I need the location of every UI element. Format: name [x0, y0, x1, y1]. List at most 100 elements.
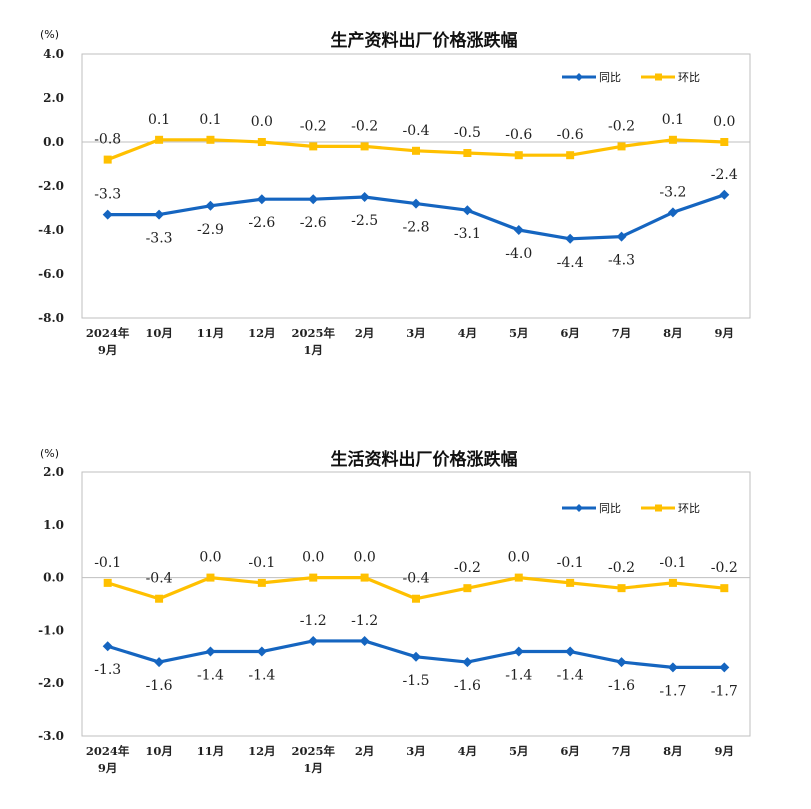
data-point-yoy	[667, 662, 678, 673]
legend-marker-mom	[655, 504, 662, 512]
data-label-yoy: -3.2	[659, 184, 686, 200]
data-label-yoy: -2.6	[300, 215, 327, 231]
data-label-yoy: -4.4	[557, 255, 584, 271]
data-point-mom	[360, 573, 369, 582]
x-tick-label: 6月	[560, 744, 580, 758]
data-label-yoy: -1.4	[505, 668, 532, 684]
chart-title: 生活资料出厂价格涨跌幅	[331, 449, 518, 470]
data-label-mom: -0.1	[659, 555, 686, 571]
data-label-yoy: -2.4	[711, 167, 738, 183]
data-point-mom	[309, 573, 318, 582]
data-point-yoy	[667, 207, 678, 218]
x-tick-label: 2025年	[291, 744, 335, 758]
data-point-yoy	[719, 662, 730, 673]
data-point-yoy	[256, 194, 267, 205]
x-tick-label: 9月	[98, 343, 118, 357]
data-label-yoy: -1.7	[659, 683, 686, 699]
data-label-mom: -0.8	[94, 132, 121, 148]
data-point-mom	[155, 135, 164, 144]
data-point-yoy	[102, 641, 113, 652]
data-point-mom	[155, 594, 164, 603]
data-point-yoy	[565, 233, 576, 244]
data-label-mom: -0.2	[608, 118, 635, 134]
data-point-mom	[566, 578, 575, 587]
x-tick-label: 5月	[509, 744, 529, 758]
data-label-yoy: -1.4	[557, 668, 584, 684]
x-tick-label: 2024年	[86, 744, 130, 758]
data-point-mom	[412, 146, 420, 155]
data-point-mom	[720, 138, 729, 146]
y-tick-label: -3.0	[38, 729, 64, 743]
x-tick-label: 7月	[612, 326, 632, 340]
x-tick-label: 7月	[612, 744, 632, 758]
x-tick-label: 9月	[715, 744, 735, 758]
data-label-mom: 0.1	[199, 112, 221, 128]
x-tick-label: 8月	[663, 744, 683, 758]
data-label-mom: 0.0	[302, 550, 324, 566]
data-label-mom: -0.2	[711, 560, 738, 576]
x-tick-label: 1月	[303, 343, 323, 357]
x-tick-label: 8月	[663, 326, 683, 340]
y-tick-label: -2.0	[38, 676, 64, 690]
data-point-yoy	[513, 646, 524, 657]
data-label-yoy: -3.3	[146, 231, 173, 247]
data-label-mom: -0.2	[351, 118, 378, 134]
data-point-yoy	[616, 657, 627, 668]
data-label-yoy: -2.8	[403, 220, 430, 236]
x-tick-label: 2月	[355, 744, 375, 758]
data-label-mom: -0.4	[146, 571, 173, 587]
data-point-yoy	[462, 657, 473, 668]
data-label-yoy: -1.2	[300, 613, 327, 629]
y-tick-label: -4.0	[38, 223, 64, 237]
data-label-yoy: -3.3	[94, 187, 121, 203]
data-point-yoy	[256, 646, 267, 657]
data-label-yoy: -4.0	[505, 246, 532, 262]
data-point-yoy	[411, 198, 421, 209]
data-point-mom	[668, 135, 677, 144]
data-point-mom	[720, 584, 729, 593]
data-point-yoy	[359, 635, 370, 646]
data-point-mom	[463, 149, 472, 157]
y-tick-label: 0.0	[43, 135, 64, 149]
data-point-yoy	[205, 200, 216, 211]
data-label-mom: -0.2	[300, 118, 327, 134]
y-axis-unit: (%)	[40, 447, 59, 460]
data-point-yoy	[308, 194, 319, 205]
data-label-yoy: -2.6	[248, 215, 275, 231]
data-point-mom	[566, 151, 575, 160]
y-tick-label: -6.0	[38, 267, 64, 281]
y-tick-label: 2.0	[43, 91, 64, 105]
data-point-mom	[206, 135, 215, 144]
legend-label-yoy: 同比	[599, 502, 621, 515]
data-label-mom: 0.0	[199, 550, 221, 566]
legend-marker-yoy	[575, 504, 583, 512]
data-label-yoy: -1.2	[351, 613, 378, 629]
legend-label-mom: 环比	[678, 502, 700, 515]
x-tick-label: 4月	[458, 744, 478, 758]
data-label-mom: 0.0	[508, 550, 530, 566]
data-label-yoy: -2.5	[351, 213, 378, 229]
plot-frame	[81, 471, 751, 737]
x-tick-label: 9月	[715, 326, 735, 340]
consumer-goods-chart: 生活资料出厂价格涨跌幅 (%) 2.0 1.0 0.0 -1.0 -2.0 -3.0 2024年…	[38, 447, 751, 775]
data-point-mom	[257, 138, 266, 146]
legend-label-yoy: 同比	[599, 71, 621, 84]
chart-title: 生产资料出厂价格涨跌幅	[331, 30, 518, 51]
y-tick-label: -2.0	[38, 179, 64, 193]
data-label-yoy: -1.6	[454, 678, 481, 694]
x-tick-label: 4月	[458, 326, 478, 340]
y-tick-label: 4.0	[43, 47, 64, 61]
data-point-mom	[257, 578, 266, 587]
data-point-mom	[463, 584, 472, 593]
data-point-yoy	[205, 646, 216, 657]
data-point-yoy	[154, 657, 165, 668]
y-tick-label: -1.0	[38, 623, 64, 637]
data-point-yoy	[102, 209, 113, 220]
data-label-mom: 0.0	[251, 114, 273, 130]
data-label-yoy: -2.9	[197, 222, 224, 238]
x-tick-label: 11月	[197, 744, 225, 758]
data-label-mom: 0.0	[713, 114, 735, 130]
x-tick-label: 9月	[98, 761, 118, 775]
data-label-yoy: -1.4	[197, 668, 224, 684]
